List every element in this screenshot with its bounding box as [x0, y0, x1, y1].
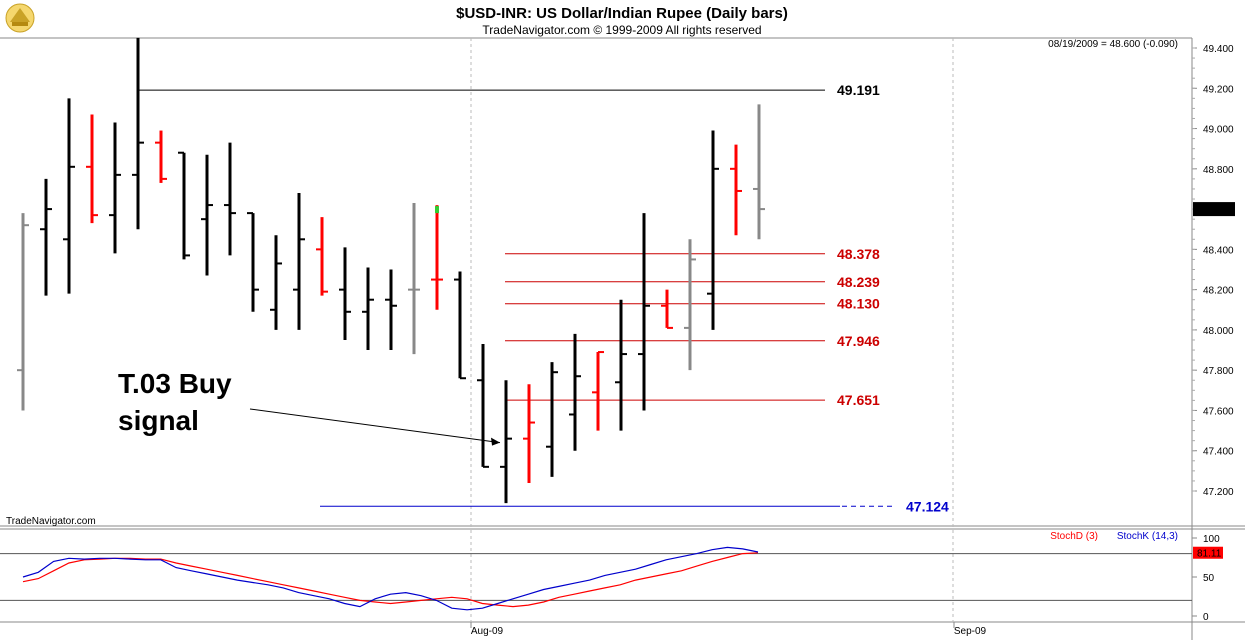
ohlc-bar [730, 144, 742, 236]
ohlc-bar [592, 351, 604, 431]
price-axis-tick-label: 47.600 [1203, 406, 1234, 417]
price-level-label: 48.130 [837, 296, 880, 312]
price-level-label: 47.651 [837, 392, 880, 408]
signal-label-line-1: T.03 Buy [118, 368, 232, 399]
ohlc-bar [523, 384, 535, 483]
stoch-axis-tick-label: 100 [1203, 534, 1220, 545]
ohlc-bar [178, 151, 190, 260]
price-axis-tick-label: 49.200 [1203, 84, 1234, 95]
ohlc-bar [408, 203, 420, 355]
price-level-label: 49.191 [837, 82, 880, 98]
price-axis-tick-label: 48.400 [1203, 245, 1234, 256]
stoch-axis-tick-label: 0 [1203, 612, 1209, 623]
ohlc-bar [132, 37, 144, 230]
ohlc-bar [63, 98, 75, 294]
price-axis-tick-label: 49.400 [1203, 44, 1234, 55]
price-axis-tick-label: 48.000 [1203, 326, 1234, 337]
last-price-marker: 48.600 [1193, 202, 1235, 217]
price-axis: 49.400 49.200 49.000 48.800 48.600 48.400 48.2… [1192, 44, 1234, 498]
price-axis-tick-label: 47.800 [1203, 366, 1234, 377]
stoch-d-line [22, 552, 759, 608]
new-high-marker [435, 206, 439, 214]
ohlc-bar [270, 235, 282, 330]
ohlc-bar [247, 212, 259, 312]
ohlc-bar [109, 122, 121, 254]
ohlc-bars [17, 37, 765, 504]
ohlc-bar [40, 178, 52, 296]
price-level-label: 48.378 [837, 246, 880, 262]
ohlc-bar [615, 299, 627, 431]
ohlc-bar [362, 267, 374, 351]
price-axis-tick-label: 47.400 [1203, 447, 1234, 458]
stoch-last-value-box [1193, 546, 1223, 559]
price-levels: 49.191 48.378 48.239 48.130 47.946 47.651 47.1… [138, 82, 949, 514]
trade-navigator-logo-icon [5, 3, 35, 33]
ohlc-bar [546, 362, 558, 477]
price-level-label: 47.946 [837, 333, 880, 349]
stoch-axis-tick-label: 50 [1203, 573, 1215, 584]
ohlc-bar [86, 114, 98, 224]
price-level-label: 48.239 [837, 274, 880, 290]
date-axis-tick-label: Sep-09 [954, 626, 987, 637]
ohlc-bar [684, 239, 696, 371]
signal-arrow-head [491, 437, 500, 446]
ohlc-bar [569, 333, 581, 451]
stoch-d-legend: StochD (3) [1050, 531, 1098, 542]
price-axis-tick-label: 48.800 [1203, 165, 1234, 176]
date-axis: Aug-09 Sep-09 [470, 622, 987, 637]
chart-title: $USD-INR: US Dollar/Indian Rupee (Daily … [456, 5, 788, 22]
ohlc-bar [339, 247, 351, 340]
ohlc-bar [17, 213, 29, 411]
ohlc-bar [707, 130, 719, 330]
ohlc-bar [201, 154, 213, 276]
signal-label-line-2: signal [118, 405, 199, 436]
stoch-k-line [22, 546, 759, 611]
price-axis-tick-label: 48.200 [1203, 286, 1234, 297]
ohlc-bar [477, 344, 489, 468]
ohlc-bar [454, 271, 466, 380]
last-price-label: 48.600 [1197, 205, 1228, 216]
stoch-k-legend: StochK (14,3) [1117, 531, 1178, 542]
ohlc-bar [661, 289, 673, 329]
ohlc-bar [224, 142, 236, 256]
ohlc-bar [638, 213, 650, 411]
buy-signal-annotation: T.03 Buy signal [118, 368, 501, 446]
price-level-label: 47.124 [906, 498, 949, 514]
ohlc-bar [316, 217, 328, 296]
last-price-box [1193, 202, 1235, 217]
signal-arrow-line [249, 408, 501, 444]
stochastic-pane: 100 50 0 81.11 [0, 534, 1223, 623]
watermark: TradeNavigator.com [6, 516, 96, 527]
price-axis-tick-label: 49.000 [1203, 125, 1234, 136]
ohlc-bar [155, 130, 167, 183]
date-axis-tick-label: Aug-09 [471, 626, 504, 637]
chart-subtitle: TradeNavigator.com © 1999-2009 All right… [482, 23, 761, 37]
ohlc-bar [753, 104, 765, 240]
ohlc-bar [293, 192, 305, 330]
ohlc-bar [431, 205, 443, 310]
ohlc-bar [500, 380, 512, 504]
price-axis-tick-label: 47.200 [1203, 487, 1234, 498]
stoch-last-value-label: 81.11 [1197, 549, 1222, 560]
price-readout: 08/19/2009 = 48.600 (-0.090) [1048, 39, 1178, 50]
ohlc-bar [385, 269, 397, 351]
